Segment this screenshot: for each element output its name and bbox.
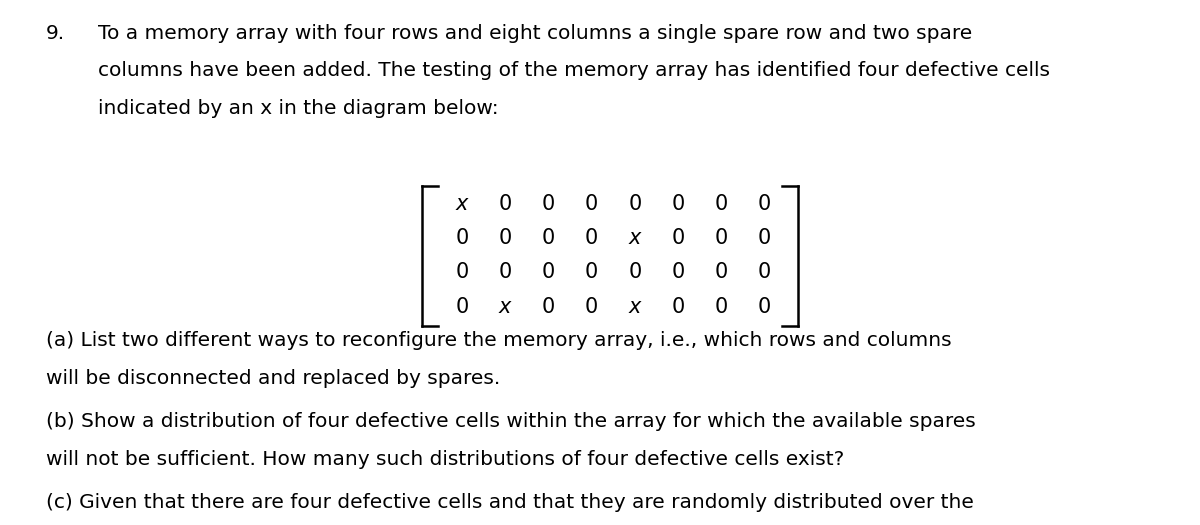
Text: x: x: [629, 228, 641, 248]
Text: 0: 0: [455, 262, 469, 282]
Text: 0: 0: [628, 194, 642, 214]
Text: To a memory array with four rows and eight columns a single spare row and two sp: To a memory array with four rows and eig…: [98, 24, 973, 43]
Text: 9.: 9.: [46, 24, 65, 43]
Text: 0: 0: [541, 228, 556, 248]
Text: indicated by an x in the diagram below:: indicated by an x in the diagram below:: [98, 99, 499, 118]
Text: 0: 0: [584, 262, 599, 282]
Text: 0: 0: [584, 228, 599, 248]
Text: 0: 0: [541, 262, 556, 282]
Text: 0: 0: [671, 262, 685, 282]
Text: 0: 0: [714, 228, 728, 248]
Text: 0: 0: [541, 194, 556, 214]
Text: 0: 0: [714, 262, 728, 282]
Text: 0: 0: [714, 194, 728, 214]
Text: will be disconnected and replaced by spares.: will be disconnected and replaced by spa…: [46, 369, 500, 387]
Text: x: x: [629, 297, 641, 317]
Text: 0: 0: [455, 228, 469, 248]
Text: 0: 0: [584, 297, 599, 317]
Text: 0: 0: [498, 194, 512, 214]
Text: columns have been added. The testing of the memory array has identified four def: columns have been added. The testing of …: [98, 61, 1050, 80]
Text: 0: 0: [671, 194, 685, 214]
Text: 0: 0: [757, 262, 772, 282]
Text: 0: 0: [498, 228, 512, 248]
Text: 0: 0: [584, 194, 599, 214]
Text: (b) Show a distribution of four defective cells within the array for which the a: (b) Show a distribution of four defectiv…: [46, 412, 976, 431]
Text: (c) Given that there are four defective cells and that they are randomly distrib: (c) Given that there are four defective …: [46, 494, 973, 512]
Text: 0: 0: [671, 297, 685, 317]
Text: 0: 0: [455, 297, 469, 317]
Text: 0: 0: [541, 297, 556, 317]
Text: 0: 0: [498, 262, 512, 282]
Text: x: x: [499, 297, 511, 317]
Text: 0: 0: [757, 297, 772, 317]
Text: 0: 0: [757, 194, 772, 214]
Text: 0: 0: [671, 228, 685, 248]
Text: 0: 0: [714, 297, 728, 317]
Text: 0: 0: [757, 228, 772, 248]
Text: (a) List two different ways to reconfigure the memory array, i.e., which rows an: (a) List two different ways to reconfigu…: [46, 331, 952, 350]
Text: will not be sufficient. How many such distributions of four defective cells exis: will not be sufficient. How many such di…: [46, 450, 844, 469]
Text: x: x: [456, 194, 468, 214]
Text: 0: 0: [628, 262, 642, 282]
